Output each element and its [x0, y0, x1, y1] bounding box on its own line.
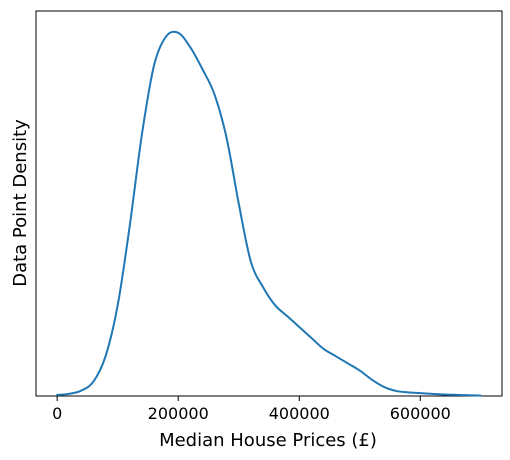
density-curve: [56, 30, 482, 397]
x-tick-label: 600000: [390, 404, 451, 423]
x-axis-ticks: 0 200000 400000 600000: [52, 396, 451, 423]
x-tick-label: 400000: [269, 404, 330, 423]
plot-frame: [35, 10, 503, 397]
x-tick-label: 200000: [148, 404, 209, 423]
x-tick-label: 0: [52, 404, 62, 423]
y-axis-label: Data Point Density: [10, 119, 31, 287]
x-axis-label: Median House Prices (£): [159, 430, 377, 451]
